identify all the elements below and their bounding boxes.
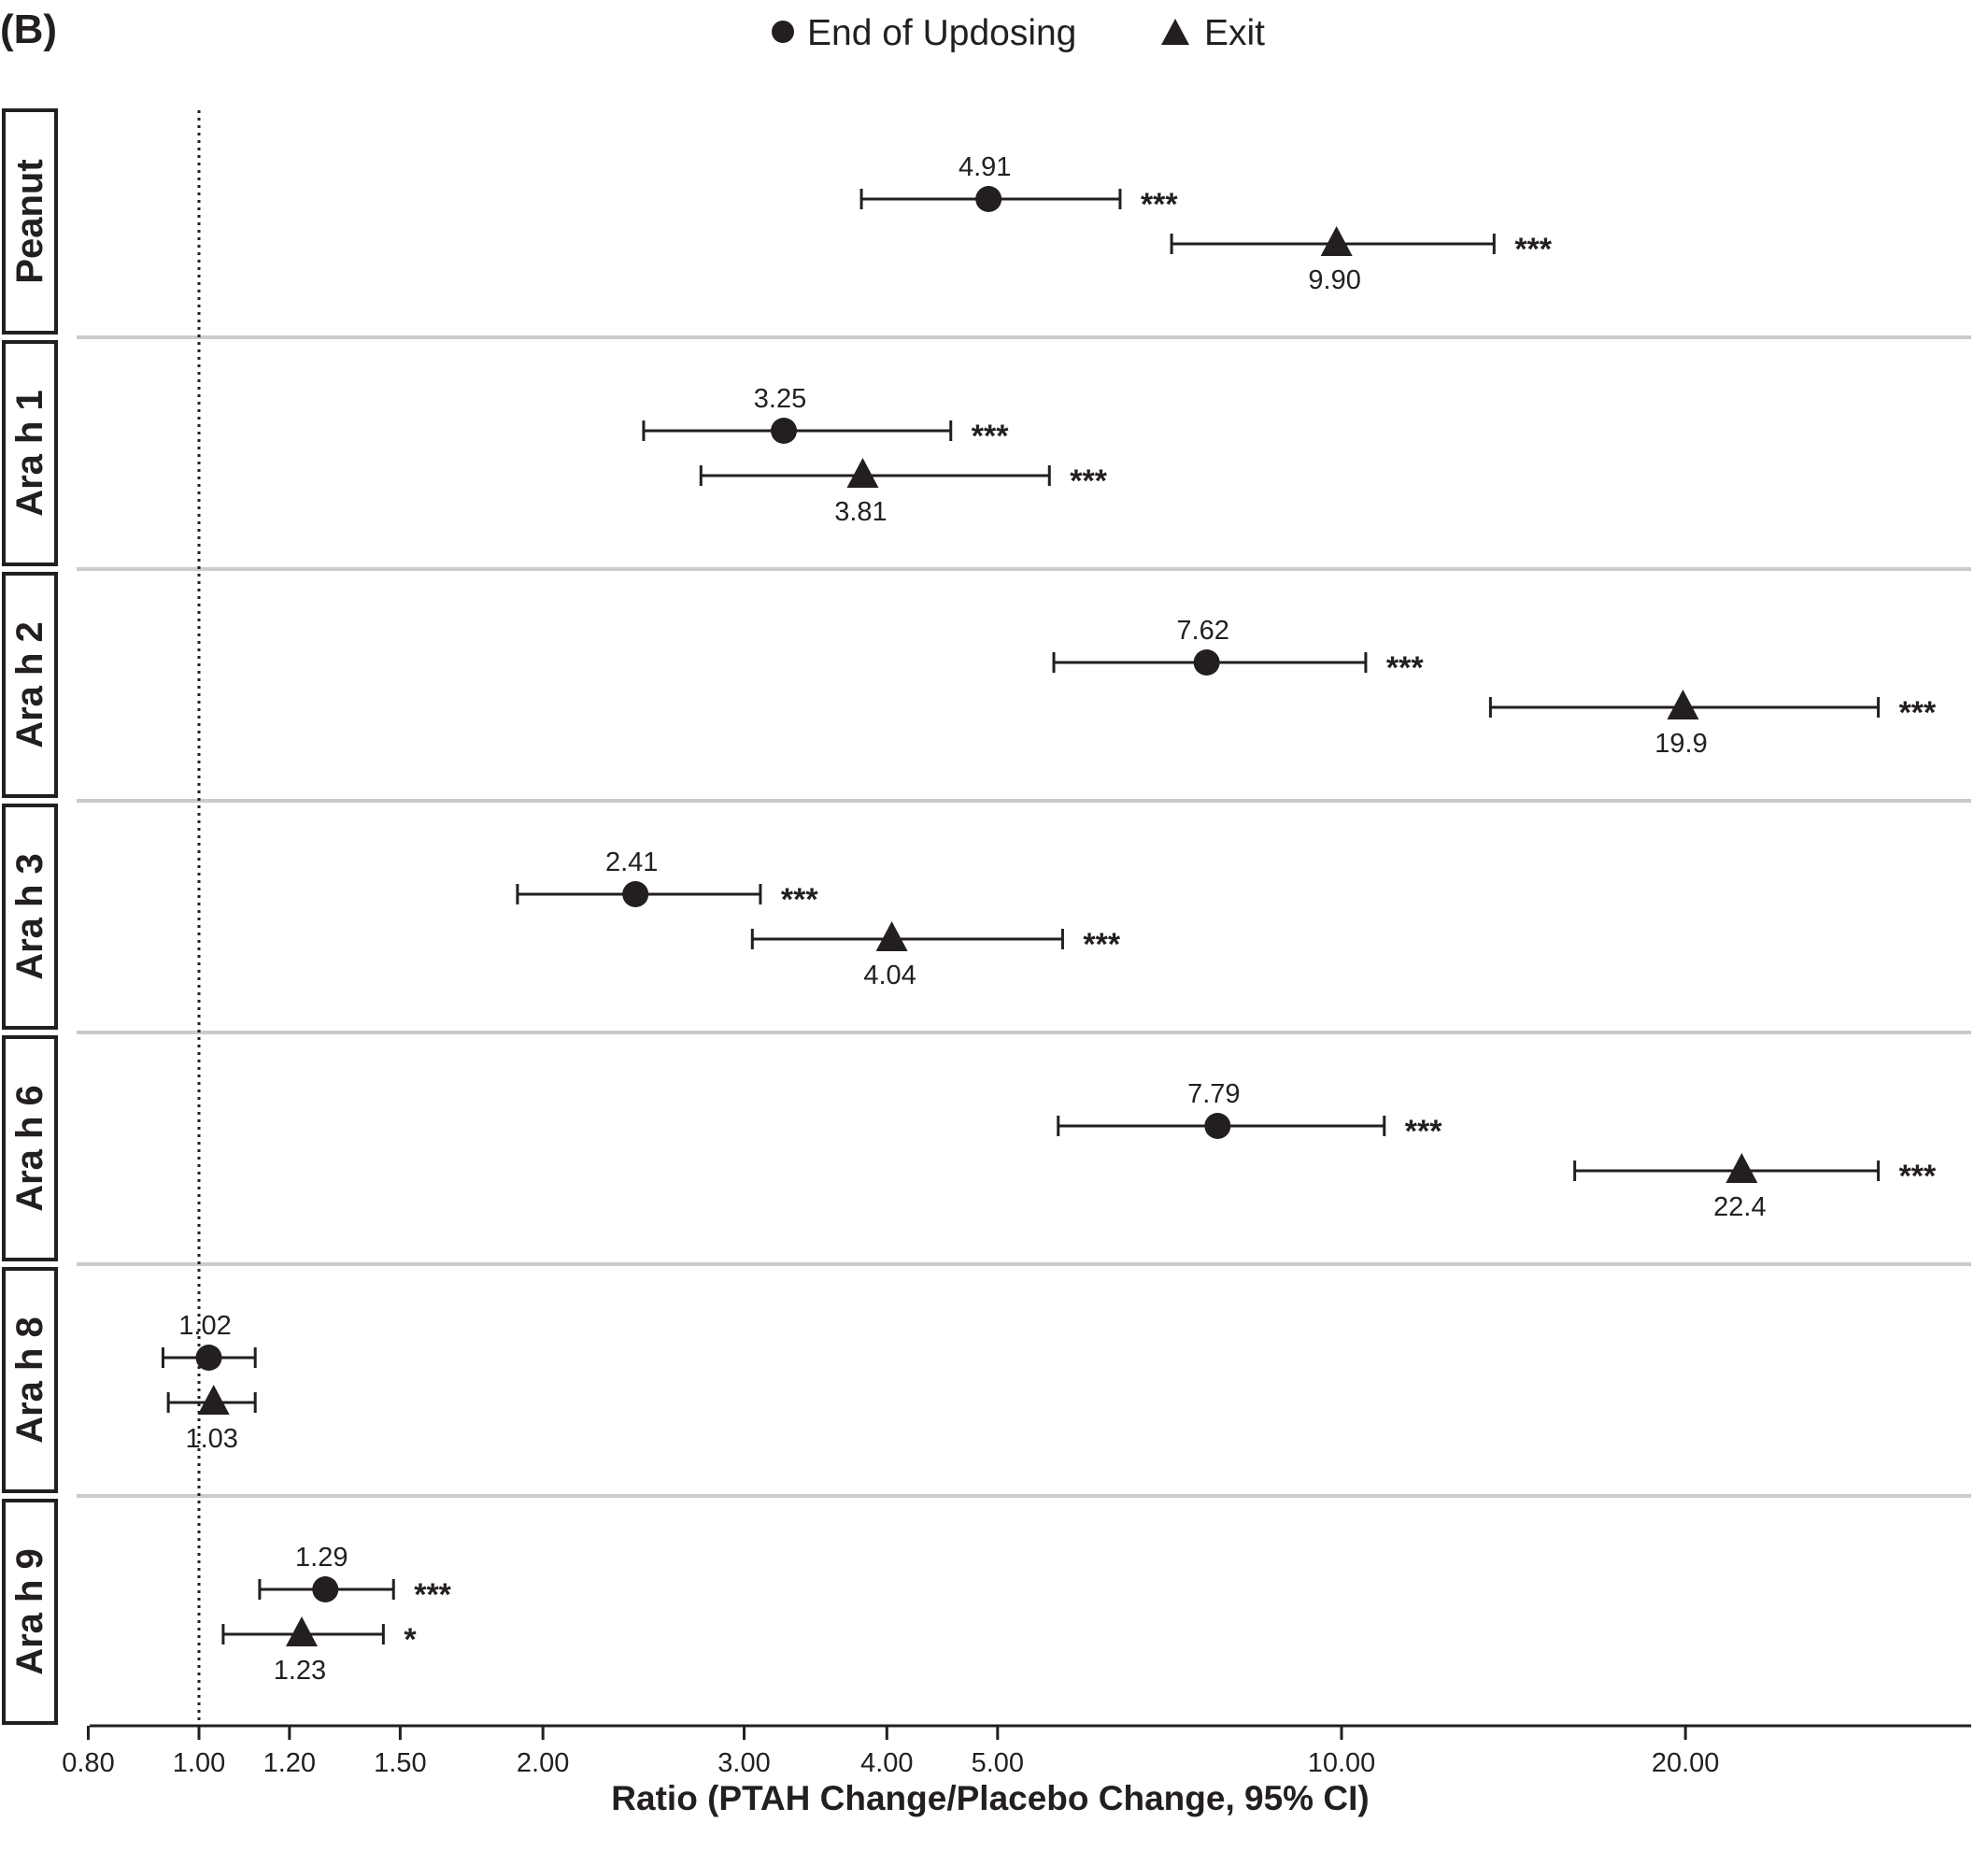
significance-label: *** bbox=[1899, 1159, 1937, 1194]
x-tick-label: 3.00 bbox=[717, 1748, 770, 1778]
marker-circle bbox=[1193, 649, 1220, 676]
marker-circle bbox=[975, 186, 1002, 212]
value-label: 19.9 bbox=[1654, 729, 1707, 759]
point-group-ara-h-1-exit: 3.81 *** bbox=[699, 458, 1108, 527]
row-label-peanut: Peanut bbox=[9, 159, 50, 283]
marker-triangle bbox=[1725, 1153, 1758, 1183]
value-label: 9.90 bbox=[1308, 265, 1360, 295]
x-tick-label: 2.00 bbox=[517, 1748, 569, 1778]
marker-triangle bbox=[846, 458, 879, 488]
legend-label-end-of-updosing: End of Updosing bbox=[807, 13, 1076, 53]
point-group-ara-h-2-end-of-updosing: 7.62 *** bbox=[1052, 616, 1424, 686]
significance-label: *** bbox=[1070, 463, 1107, 499]
value-label: 1.02 bbox=[178, 1311, 231, 1341]
point-group-ara-h-3-end-of-updosing: 2.41 *** bbox=[516, 847, 818, 918]
row-label-ara-h-3: Ara h 3 bbox=[9, 853, 50, 980]
value-label: 3.81 bbox=[834, 497, 887, 527]
row-label-ara-h-1: Ara h 1 bbox=[9, 390, 50, 517]
row-label-ara-h-8: Ara h 8 bbox=[9, 1317, 50, 1444]
row-label-box-ara-h-3 bbox=[2, 804, 58, 1030]
x-tick-label: 5.00 bbox=[972, 1748, 1024, 1778]
marker-circle bbox=[312, 1576, 339, 1602]
marker-circle bbox=[622, 881, 649, 907]
row-label-box-ara-h-6 bbox=[2, 1035, 58, 1261]
value-label: 7.79 bbox=[1187, 1079, 1240, 1109]
legend-marker-circle bbox=[772, 21, 794, 43]
marker-triangle bbox=[1667, 690, 1699, 719]
x-axis: 0.80 1.00 1.20 1.50 2.00 3.00 4.00 5.00 10.00 20.… bbox=[62, 1724, 1971, 1817]
significance-label: *** bbox=[1405, 1114, 1442, 1149]
value-label: 1.23 bbox=[274, 1656, 326, 1686]
point-group-peanut-end-of-updosing: 4.91 *** bbox=[859, 152, 1178, 222]
point-group-ara-h-9-exit: 1.23 * bbox=[221, 1616, 417, 1686]
x-tick-label: 1.20 bbox=[263, 1748, 316, 1778]
x-tick-label: 10.00 bbox=[1308, 1748, 1376, 1778]
panel-tag: (B) bbox=[0, 7, 57, 52]
x-tick-label: 4.00 bbox=[860, 1748, 913, 1778]
significance-label: *** bbox=[1386, 650, 1424, 686]
significance-label: *** bbox=[414, 1577, 451, 1613]
x-axis-ticks: 0.80 1.00 1.20 1.50 2.00 3.00 4.00 5.00 10.00 20.… bbox=[62, 1726, 1719, 1778]
point-group-ara-h-6-exit: 22.4 *** bbox=[1573, 1153, 1937, 1222]
marker-triangle bbox=[285, 1616, 318, 1646]
significance-label: *** bbox=[972, 419, 1009, 454]
significance-label: * bbox=[404, 1622, 417, 1658]
marker-circle bbox=[771, 418, 798, 444]
value-label: 4.91 bbox=[958, 152, 1011, 182]
point-group-peanut-exit: 9.90 *** bbox=[1170, 226, 1553, 295]
significance-label: *** bbox=[781, 882, 818, 918]
row-label-box-ara-h-1 bbox=[2, 340, 58, 566]
legend-marker-triangle bbox=[1161, 19, 1189, 45]
value-label: 7.62 bbox=[1176, 616, 1228, 646]
value-label: 1.03 bbox=[185, 1424, 237, 1454]
marker-circle bbox=[1204, 1113, 1231, 1139]
data-marks: 4.91 *** 3.25 *** 7.62 *** 2.41 *** 7.79 *** 1.02 1… bbox=[161, 152, 1937, 1686]
value-label: 2.41 bbox=[605, 847, 658, 877]
row-panels: Peanut Ara h 1 Ara h 2 Ara h 3 Ara h 6 Ara h … bbox=[2, 108, 58, 1725]
value-label: 22.4 bbox=[1713, 1192, 1766, 1222]
x-axis-title: Ratio (PTAH Change/Placebo Change, 95% C… bbox=[611, 1779, 1369, 1817]
row-label-ara-h-9: Ara h 9 bbox=[9, 1548, 50, 1675]
row-label-box-peanut bbox=[2, 108, 58, 335]
x-tick-label: 1.50 bbox=[374, 1748, 426, 1778]
point-group-ara-h-8-exit: 1.03 bbox=[166, 1385, 257, 1454]
marker-triangle bbox=[1320, 226, 1353, 256]
point-group-ara-h-2-exit: 19.9 *** bbox=[1488, 690, 1937, 759]
row-label-box-ara-h-8 bbox=[2, 1267, 58, 1493]
row-label-ara-h-6: Ara h 6 bbox=[9, 1085, 50, 1212]
point-group-ara-h-1-end-of-updosing: 3.25 *** bbox=[642, 384, 1009, 454]
marker-triangle bbox=[197, 1385, 230, 1415]
point-group-ara-h-6-end-of-updosing: 7.79 *** bbox=[1057, 1079, 1442, 1149]
row-separators bbox=[77, 335, 1971, 1498]
value-label: 1.29 bbox=[295, 1543, 348, 1573]
row-label-box-ara-h-9 bbox=[2, 1499, 58, 1725]
x-tick-label: 0.80 bbox=[62, 1748, 114, 1778]
point-group-ara-h-3-exit: 4.04 *** bbox=[750, 921, 1121, 990]
legend-label-exit: Exit bbox=[1204, 13, 1265, 53]
point-group-ara-h-8-end-of-updosing: 1.02 bbox=[161, 1311, 257, 1371]
legend: End of Updosing Exit bbox=[772, 13, 1265, 53]
row-label-box-ara-h-2 bbox=[2, 572, 58, 798]
marker-circle bbox=[195, 1345, 222, 1371]
significance-label: *** bbox=[1514, 232, 1552, 267]
marker-triangle bbox=[875, 921, 908, 951]
value-label: 4.04 bbox=[863, 961, 916, 990]
x-tick-label: 20.00 bbox=[1652, 1748, 1720, 1778]
value-label: 3.25 bbox=[754, 384, 806, 414]
x-tick-label: 1.00 bbox=[173, 1748, 225, 1778]
significance-label: *** bbox=[1083, 927, 1120, 962]
significance-label: *** bbox=[1899, 695, 1937, 731]
significance-label: *** bbox=[1141, 187, 1178, 222]
row-label-ara-h-2: Ara h 2 bbox=[9, 621, 50, 748]
point-group-ara-h-9-end-of-updosing: 1.29 *** bbox=[258, 1543, 452, 1613]
